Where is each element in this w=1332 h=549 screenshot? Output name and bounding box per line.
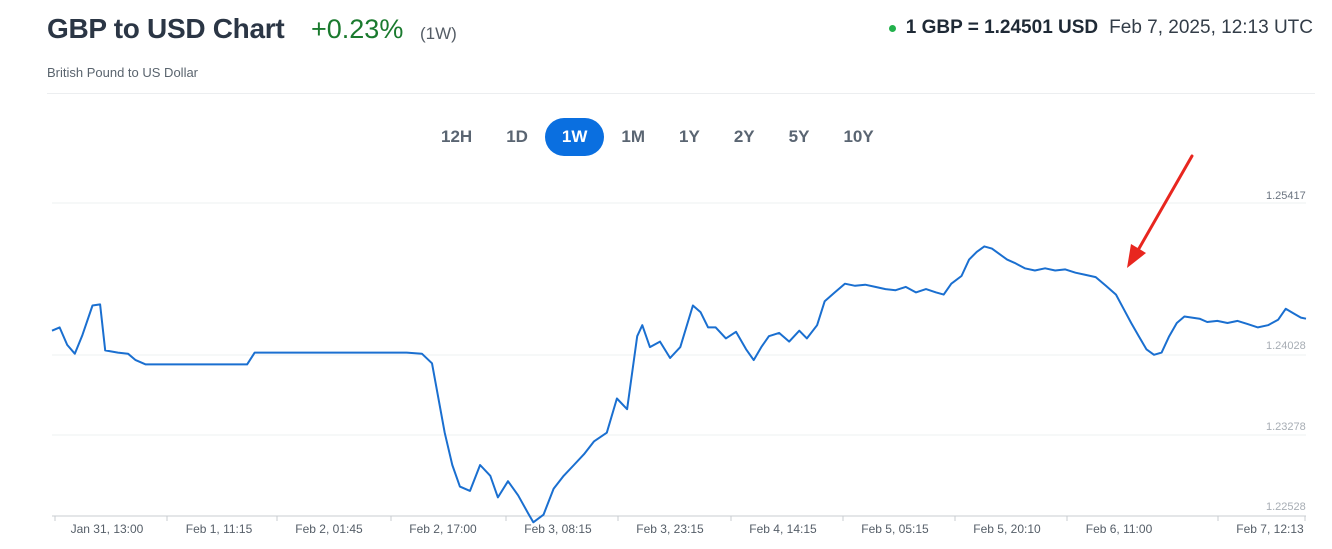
annotation-arrow-head	[1127, 244, 1146, 268]
x-tick-label: Feb 5, 05:15	[861, 522, 929, 536]
x-tick-label: Feb 3, 23:15	[636, 522, 704, 536]
x-tick-label: Feb 7, 12:13	[1236, 522, 1304, 536]
tab-10y[interactable]: 10Y	[843, 127, 874, 146]
x-tick-label: Feb 4, 14:15	[749, 522, 817, 536]
exchange-rate: 1 GBP = 1.24501 USD	[905, 17, 1099, 38]
y-tick-label: 1.25417	[1266, 190, 1306, 202]
annotation-arrow	[1135, 154, 1194, 254]
page-title: GBP to USD Chart	[47, 13, 285, 44]
range-tabs: 12H 1D 1W 1M 1Y 2Y 5Y 10Y	[424, 118, 891, 156]
y-tick-label: 1.23278	[1266, 421, 1306, 433]
x-tick-label: Feb 6, 11:00	[1086, 522, 1153, 536]
x-tick-label: Feb 5, 20:10	[973, 522, 1041, 536]
tab-1d[interactable]: 1D	[506, 127, 528, 146]
quote-timestamp: Feb 7, 2025, 12:13 UTC	[1109, 17, 1313, 38]
percent-change: +0.23%	[311, 14, 404, 44]
tab-1w[interactable]: 1W	[544, 118, 605, 156]
tab-1y[interactable]: 1Y	[679, 127, 700, 146]
x-tick-label: Jan 31, 13:00	[71, 522, 144, 536]
live-quote: 1 GBP = 1.24501 USD Feb 7, 2025, 12:13 U…	[888, 17, 1313, 39]
x-tick-label: Feb 1, 11:15	[186, 522, 253, 536]
y-tick-label: 1.24028	[1266, 340, 1306, 352]
series-line	[51, 245, 1307, 524]
x-tick-label: Feb 3, 08:15	[524, 522, 592, 536]
y-tick-label: 1.22528	[1266, 501, 1306, 513]
header-divider	[47, 93, 1315, 94]
x-tick-label: Feb 2, 01:45	[295, 522, 363, 536]
page-subtitle: British Pound to US Dollar	[47, 65, 199, 80]
tab-12h[interactable]: 12H	[441, 127, 473, 146]
live-dot-icon	[888, 24, 896, 32]
tab-5y[interactable]: 5Y	[788, 127, 810, 146]
change-period: (1W)	[420, 24, 457, 43]
tab-1m[interactable]: 1M	[621, 127, 646, 146]
tab-2y[interactable]: 2Y	[733, 127, 755, 146]
x-tick-label: Feb 2, 17:00	[409, 522, 477, 536]
